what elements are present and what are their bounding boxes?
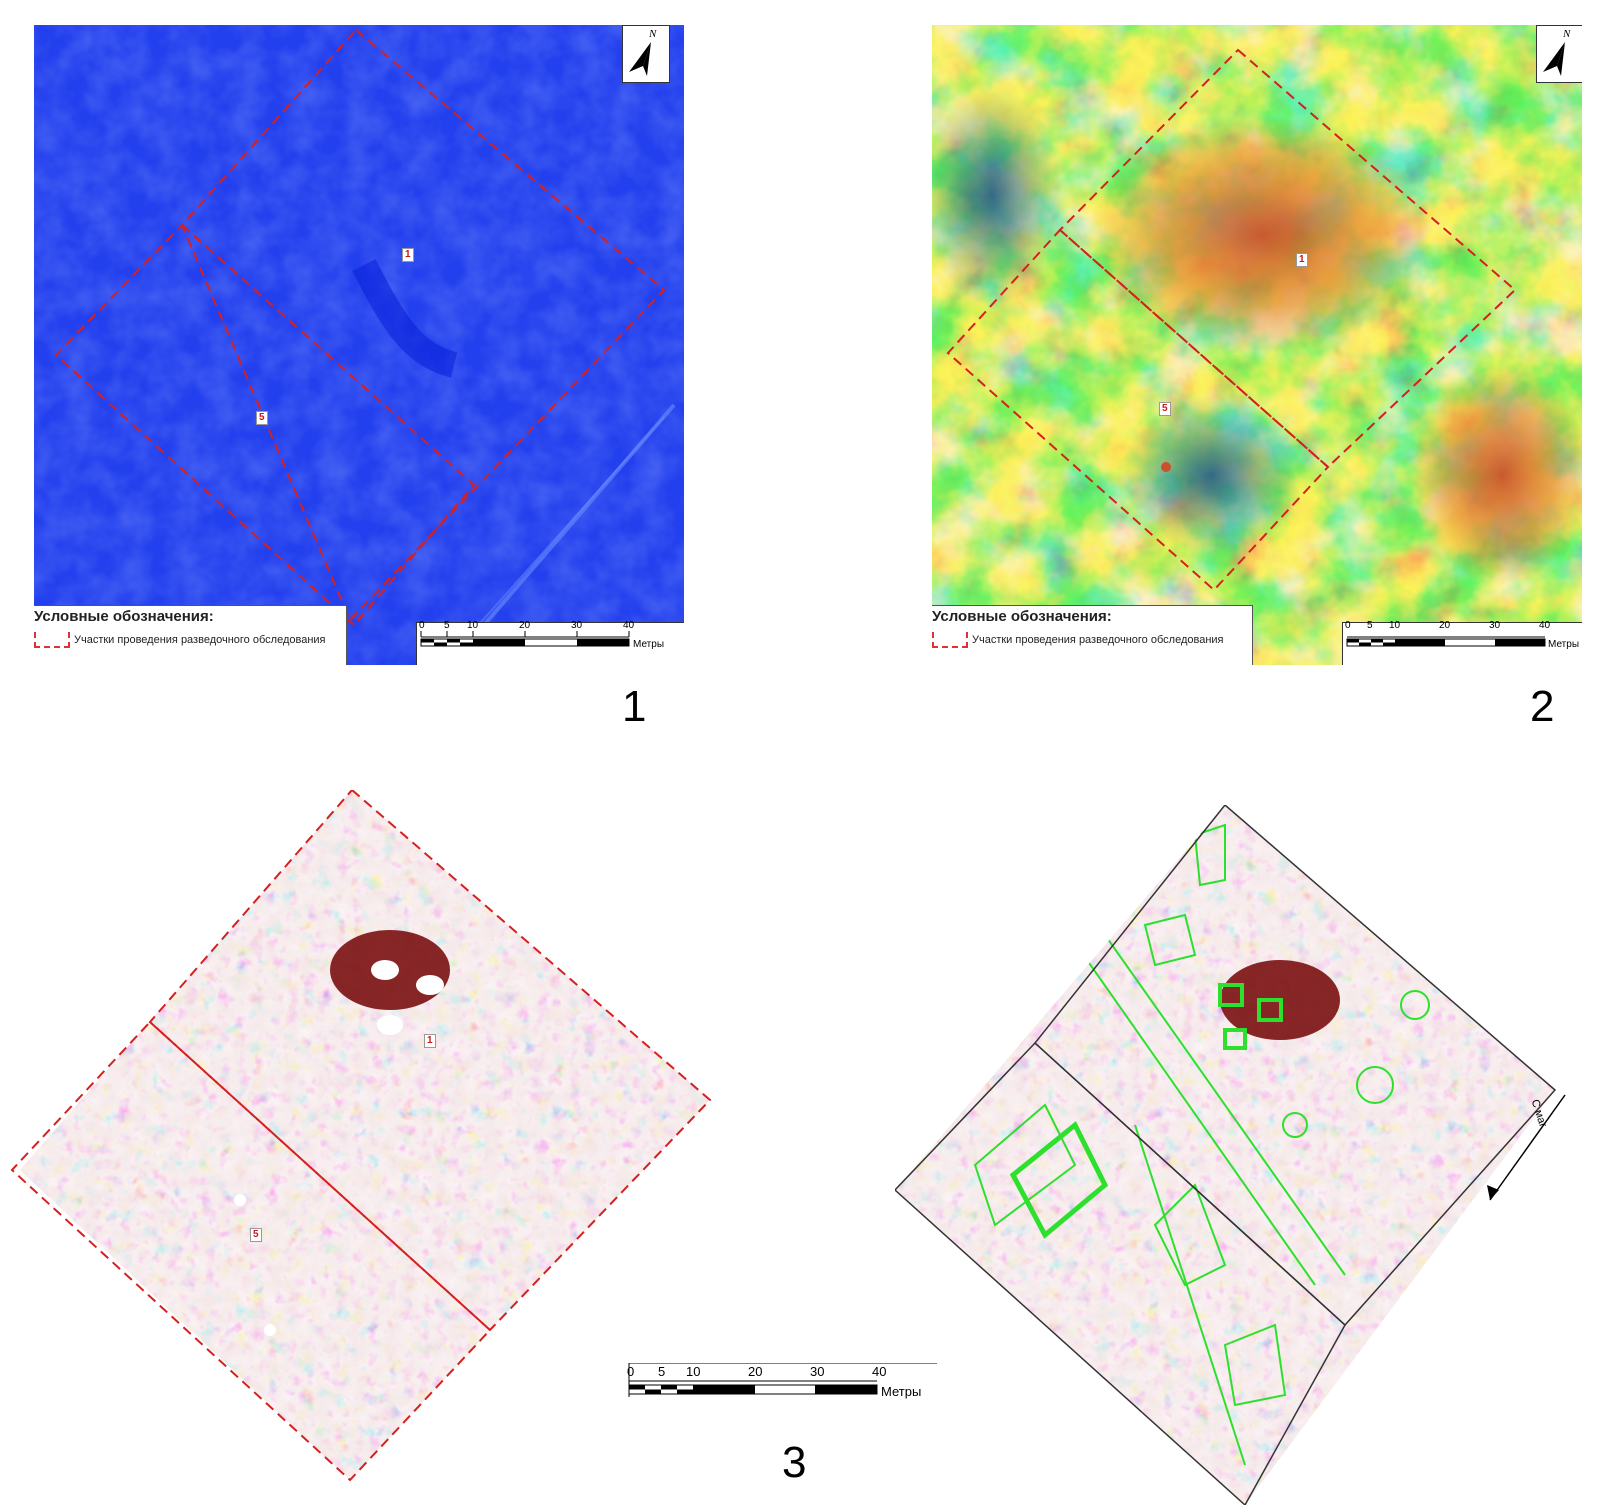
north-letter: N: [1563, 28, 1571, 40]
map-panel-1: 1 5 N Условные обозначения: Участки пров…: [34, 25, 684, 665]
survey-area-1-boundary: [1058, 48, 1517, 469]
survey-area-5-boundary: [10, 1020, 492, 1482]
scale-tick-10: 10: [686, 1364, 701, 1379]
scale-bar-graphic: [420, 631, 630, 647]
plot-label-5: 5: [1159, 402, 1171, 416]
survey-area-5-boundary: [54, 223, 476, 627]
scale-unit-label: Метры: [881, 1384, 922, 1399]
plot-label-5: 5: [250, 1228, 262, 1242]
north-arrow-icon: [1543, 42, 1565, 76]
scale-tick-20: 20: [748, 1364, 763, 1379]
scale-tick-5: 5: [1367, 620, 1373, 631]
figure-number-1: 1: [622, 682, 647, 731]
interpretation-outlines: [973, 823, 1430, 1466]
north-arrow-magnetic-icon: [1487, 1094, 1566, 1201]
contour-map-right-interpreted: [895, 805, 1566, 1505]
scale-tick-30: 30: [1489, 620, 1501, 631]
legend: Условные обозначения: Участки проведения…: [932, 605, 1253, 665]
heat-map: [932, 25, 1582, 665]
scale-tick-30: 30: [571, 620, 583, 631]
scale-tick-20: 20: [1439, 620, 1451, 631]
scale-tick-20: 20: [519, 620, 531, 631]
survey-area-1-boundary: [148, 790, 712, 1332]
scale-tick-0: 0: [627, 1364, 635, 1379]
plot-label-1: 1: [1296, 253, 1308, 267]
legend-title: Условные обозначения:: [932, 608, 1112, 625]
scale-unit-label: Метры: [633, 639, 665, 650]
north-letter: N: [649, 28, 657, 40]
legend-dashed-swatch: [932, 632, 968, 648]
scale-tick-40: 40: [1539, 620, 1551, 631]
plot-label-1: 1: [424, 1034, 436, 1048]
blue-magnetic-map: [34, 25, 684, 665]
figure-number-3: 3: [782, 1438, 807, 1487]
scale-tick-0: 0: [1345, 620, 1351, 631]
scale-tick-40: 40: [872, 1364, 887, 1379]
scale-tick-5: 5: [444, 620, 450, 631]
scale-tick-40: 40: [623, 620, 635, 631]
plot-label-1: 1: [402, 248, 414, 262]
survey-area-5-boundary: [895, 1041, 1346, 1505]
scale-bar-large: 0 5 10 20 30 40 Метры: [627, 1362, 937, 1403]
scale-bar-graphic: [1346, 636, 1546, 647]
north-arrow-icon: [629, 42, 651, 76]
scale-tick-0: 0: [419, 620, 425, 631]
scale-bar: 0 5 10 20 30 40 Метры: [416, 620, 684, 665]
scale-tick-30: 30: [810, 1364, 825, 1379]
legend-dashed-swatch: [34, 632, 70, 648]
map-panel-2: 1 5 N Условные обозначения: Участки пров…: [932, 25, 1582, 665]
contour-map-left: [10, 790, 712, 1482]
figure-number-2: 2: [1530, 682, 1555, 731]
legend-title: Условные обозначения:: [34, 608, 214, 625]
scale-tick-10: 10: [467, 620, 479, 631]
scale-tick-10: 10: [1389, 620, 1401, 631]
scale-unit-label: Метры: [1548, 639, 1580, 650]
north-arrow: N: [1536, 25, 1582, 83]
legend: Условные обозначения: Участки проведения…: [34, 605, 347, 665]
legend-item-label: Участки проведения разведочного обследов…: [74, 634, 326, 646]
scale-bar: 0 5 10 20 30 40 Метры: [1342, 620, 1582, 665]
north-arrow: N: [622, 25, 670, 83]
scale-tick-5: 5: [658, 1364, 666, 1379]
legend-item-label: Участки проведения разведочного обследов…: [972, 634, 1224, 646]
scale-bar-graphic: [628, 1362, 937, 1397]
survey-area-5-boundary: [946, 228, 1330, 592]
plot-label-5: 5: [256, 411, 268, 425]
